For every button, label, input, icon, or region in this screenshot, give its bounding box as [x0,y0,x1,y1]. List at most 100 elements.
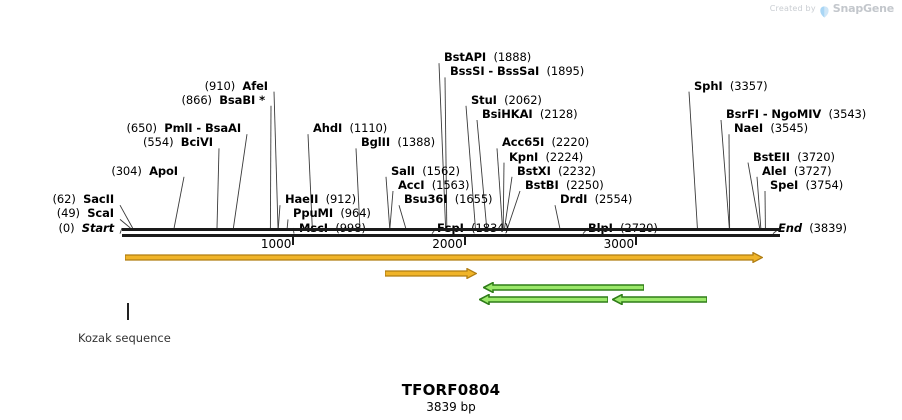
restriction-site-label[interactable]: (910) AfeI [0,80,268,92]
feature-arrow[interactable] [385,268,477,279]
site-position: (3357) [729,78,768,93]
ruler-tick-label: 2000 [432,237,463,251]
site-enzyme-name: BsaBI * [219,92,265,107]
feature-arrow[interactable] [483,282,644,293]
restriction-site-label[interactable]: (554) BciVI [0,136,213,148]
ruler-tick-label: 3000 [603,237,635,251]
site-enzyme-name: Bsu36I [404,192,448,207]
site-enzyme-name: AfeI [242,78,268,93]
restriction-site-label[interactable]: Bsu36I (1655) [404,192,493,207]
restriction-site-label[interactable]: BsiHKAI (2128) [482,108,578,120]
site-enzyme-name: NaeI [734,121,764,136]
ruler-tick [635,237,638,245]
restriction-site-label[interactable]: DrdI (2554) [560,193,632,205]
site-position: (3543) [828,107,867,121]
restriction-site-label[interactable]: SalI (1562) [391,165,460,177]
site-enzyme-name: BstXI [517,163,551,178]
site-position: (2250) [565,178,604,192]
site-enzyme-name: BssSI - BssSaI [450,64,540,79]
site-enzyme-name: PmlI - BsaAI [164,121,241,136]
restriction-site-label[interactable]: PpuMI (964) [293,207,371,219]
site-position: (1110) [349,121,388,136]
site-enzyme-name: SalI [391,163,415,178]
site-position: (2062) [504,92,542,107]
site-position: (3754) [805,178,844,192]
restriction-site-label[interactable]: AleI (3727) [762,163,832,178]
site-enzyme-name: SpeI [770,178,799,192]
site-position: (1388) [397,135,435,150]
site-position: (964) [340,206,371,221]
restriction-site-label[interactable]: BstEII (3720) [753,151,835,163]
restriction-site-label[interactable]: BglII (1388) [361,136,435,148]
restriction-site-label[interactable]: (62) SacII [0,192,115,207]
restriction-site-label[interactable]: AhdI (1110) [313,122,387,134]
site-position: (3839) [809,220,847,235]
restriction-site-label[interactable]: (304) ApoI [0,165,178,177]
kozak-sequence-marker[interactable] [127,303,129,320]
site-position: (2220) [551,135,590,150]
restriction-site-label[interactable]: (650) PmlI - BsaAI [0,122,241,134]
feature-arrow[interactable] [479,294,608,305]
site-enzyme-name: HaeII [285,192,319,207]
site-enzyme-name: BsrFI - NgoMIV [726,107,822,121]
site-position: (62) [52,192,76,207]
site-enzyme-name: BglII [361,135,390,150]
restriction-site-label[interactable]: (866) BsaBI * [0,92,266,107]
restriction-site-label[interactable]: Acc65I (2220) [502,136,589,148]
site-enzyme-name: ScaI [87,206,114,221]
restriction-site-label[interactable]: AccI (1563) [398,179,469,191]
site-position: (2232) [558,163,596,178]
restriction-site-label[interactable]: BstXI (2232) [517,165,596,177]
feature-arrow[interactable] [125,252,763,263]
site-enzyme-name: Start [81,220,114,235]
site-position: (3727) [793,163,832,178]
watermark-brand-text: SnapGene [832,2,894,15]
site-position: (3545) [770,121,809,136]
restriction-site-label[interactable]: SphI (3357) [694,80,768,92]
site-position: (650) [126,121,157,136]
site-position: (866) [181,92,213,107]
watermark-created-by-text: Created by [769,4,816,13]
restriction-site-label[interactable]: BssSI - BssSaI (1895) [450,65,584,77]
ruler-bar-upper [122,228,780,231]
site-position: (49) [56,206,80,221]
site-enzyme-name: BsiHKAI [482,107,533,121]
restriction-site-label[interactable]: BstBI (2250) [525,179,604,191]
site-position: (1563) [431,178,470,192]
site-enzyme-name: SphI [694,78,723,93]
restriction-site-label[interactable]: HaeII (912) [285,193,356,205]
site-enzyme-name: End [778,220,802,235]
site-position: (1895) [546,64,585,79]
site-position: (2128) [539,107,578,121]
site-enzyme-name: SacII [83,192,114,207]
site-enzyme-name: AleI [762,163,787,178]
ruler-tick [292,237,295,245]
restriction-site-label[interactable]: (0) Start [0,222,114,234]
site-position: (910) [204,78,236,93]
restriction-site-label[interactable]: SpeI (3754) [770,179,843,191]
site-position: (2554) [594,192,633,207]
restriction-site-label[interactable]: BstAPI (1888) [444,51,531,63]
ruler-tick [463,237,466,245]
restriction-site-label[interactable]: BsrFI - NgoMIV (3543) [726,108,866,120]
page-title: TFORF0804 [401,381,501,399]
restriction-site-label[interactable]: NaeI (3545) [734,122,808,134]
site-position: (1888) [493,50,532,65]
feature-arrow[interactable] [612,294,707,305]
snapgene-logo-icon [820,3,829,18]
site-position: (1562) [422,163,460,178]
site-position: (3720) [797,149,835,164]
site-enzyme-name: DrdI [560,192,588,207]
site-enzyme-name: AccI [398,178,425,192]
restriction-site-label[interactable]: End (3839) [778,222,847,234]
restriction-site-label[interactable]: (49) ScaI [0,207,114,219]
site-enzyme-name: PpuMI [293,206,334,221]
site-enzyme-name: StuI [471,92,497,107]
restriction-site-label[interactable]: StuI (2062) [471,94,542,106]
site-position: (304) [111,163,142,178]
restriction-site-label[interactable]: KpnI (2224) [509,151,583,163]
site-position: (2224) [545,149,584,164]
snapgene-watermark: Created by SnapGene [769,2,894,18]
